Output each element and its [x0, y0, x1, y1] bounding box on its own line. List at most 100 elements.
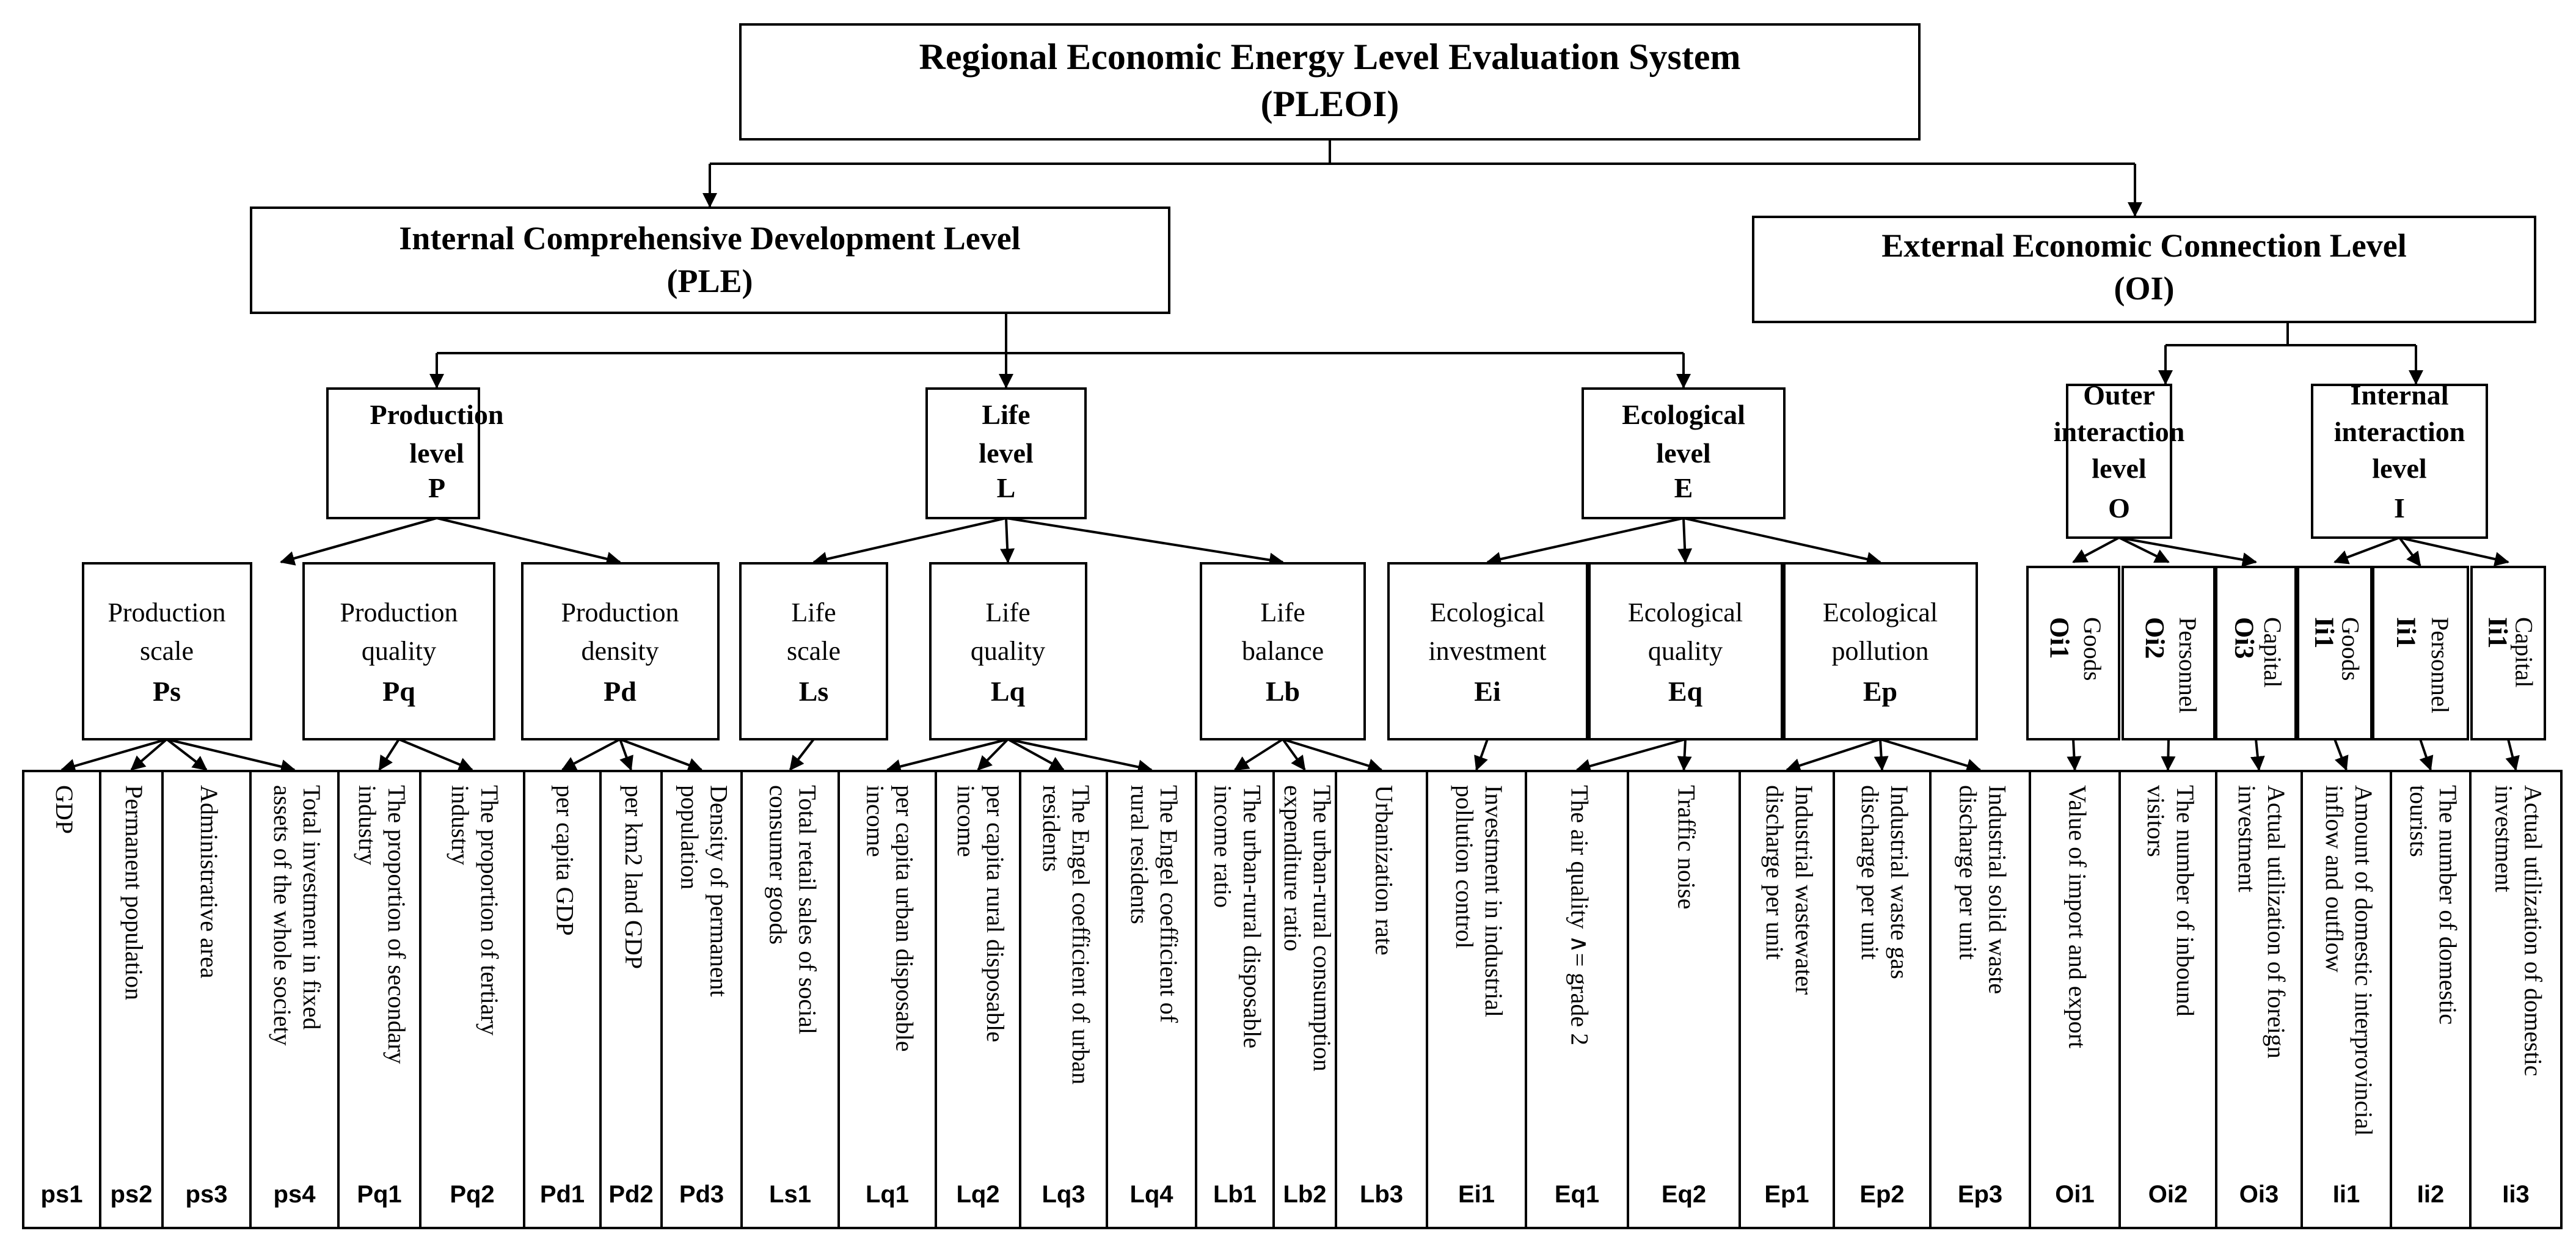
- indicator-label: Industrial solid waste: [1983, 785, 2011, 994]
- level4-label: Goods: [2337, 617, 2364, 681]
- indicator-cell-Ep1: [1739, 770, 1835, 1229]
- indicator-cell-Eq2: [1627, 770, 1741, 1229]
- level4-label: quality: [1648, 636, 1723, 666]
- indicator-label: The proportion of secondary: [383, 785, 410, 1064]
- level4-label: Production: [561, 598, 679, 627]
- indicator-cell-Ep2: [1833, 770, 1932, 1229]
- level3-label: level: [1656, 437, 1710, 469]
- level4-code: Lq: [991, 676, 1026, 707]
- arrow-to-level4: [2118, 536, 2257, 567]
- level4-label: Life: [1260, 598, 1305, 627]
- indicator-cell-Ls1: [740, 770, 840, 1229]
- indicator-code: Oi1: [2055, 1181, 2094, 1208]
- indicator-code: Pq1: [357, 1181, 401, 1208]
- level3-label: Internal: [2351, 379, 2449, 411]
- indicator-code: Ep2: [1859, 1181, 1904, 1208]
- level3-code: L: [997, 472, 1016, 503]
- indicator-code: Lq2: [956, 1181, 999, 1208]
- arrow-to-level4: [2398, 536, 2421, 567]
- level3-label: level: [2372, 453, 2426, 484]
- level4-box-Pq: [302, 562, 495, 740]
- level4-label: Production: [340, 598, 458, 627]
- level4-box-Pd: [521, 562, 720, 740]
- level4-code: Ii1: [2309, 617, 2339, 648]
- arrow-to-indicator: [1880, 738, 1982, 773]
- level4-label: Goods: [2079, 617, 2106, 681]
- indicator-cell-Ii1: [2301, 770, 2392, 1229]
- level4-label: Personnel: [2174, 617, 2202, 714]
- level4-label: Life: [985, 598, 1030, 627]
- indicator-label: The number of domestic: [2434, 785, 2462, 1025]
- indicator-label: consumer goods: [764, 785, 792, 945]
- arrow-to-indicator: [2505, 739, 2520, 771]
- level3-label: Life: [982, 399, 1030, 430]
- indicator-cell-Ii2: [2390, 770, 2472, 1229]
- indicator-code: Ii1: [2333, 1181, 2360, 1208]
- indicator-code: Eq1: [1555, 1181, 1599, 1208]
- arrow-to-level4: [1000, 517, 1015, 563]
- level3-label: Production: [370, 399, 504, 430]
- indicator-label: Administrative area: [195, 785, 223, 979]
- indicator-cell-ps1: [22, 770, 101, 1229]
- level3-label: level: [979, 437, 1033, 469]
- arrow-to-level4: [436, 517, 621, 566]
- arrow-to-indicator: [886, 738, 1009, 774]
- level4-label: Capital: [2259, 617, 2286, 688]
- level4-box-Lb: [1200, 562, 1366, 740]
- external-title: External Economic Connection Level: [1881, 227, 2406, 264]
- indicator-label: income: [952, 785, 980, 857]
- level4-code: Ii1: [2392, 617, 2421, 648]
- indicator-cell-ps2: [99, 770, 164, 1229]
- indicator-code: Ii3: [2502, 1181, 2529, 1208]
- connector-line: [280, 517, 437, 563]
- arrow-to-level4: [2072, 536, 2120, 563]
- arrow-to-indicator: [2067, 739, 2082, 771]
- level4-label: Production: [108, 598, 225, 627]
- arrow-to-level4: [2118, 536, 2170, 563]
- arrow-to-level4: [1683, 517, 1881, 566]
- indicator-label: expenditure ratio: [1279, 785, 1307, 951]
- indicator-code: ps1: [41, 1181, 83, 1208]
- indicator-label: GDP: [51, 785, 78, 834]
- arrow-to-indicator: [1474, 739, 1489, 771]
- arrow-to-indicator: [619, 739, 633, 771]
- indicator-label: Urbanization rate: [1370, 785, 1398, 956]
- arrow-to-indicator: [1874, 739, 1889, 771]
- indicator-label: per km2 land GDP: [620, 785, 648, 969]
- level4-box-Ii1-goods: [2297, 566, 2373, 740]
- arrow-to-indicator: [130, 738, 168, 771]
- level4-code: Ei: [1474, 676, 1501, 707]
- indicator-label: Value of import and export: [2063, 785, 2091, 1048]
- arrow-to-indicator: [398, 738, 473, 772]
- indicator-code: Lq3: [1042, 1181, 1085, 1208]
- level4-label: Personnel: [2426, 617, 2454, 714]
- internal-box: [250, 206, 1170, 314]
- indicator-cell-Lb1: [1195, 770, 1275, 1229]
- indicator-label: industry: [447, 785, 474, 865]
- indicator-cell-Lb3: [1335, 770, 1428, 1229]
- level4-box-Ei: [1387, 562, 1588, 740]
- arrow-to-level4: [1005, 517, 1284, 568]
- indicator-label: The air quality ∧= grade 2: [1566, 785, 1593, 1045]
- level3-label: interaction: [2054, 416, 2185, 447]
- indicator-code: Ei1: [1458, 1181, 1495, 1208]
- indicator-label: pollution control: [1451, 785, 1478, 949]
- indicator-label: investment: [2490, 785, 2517, 893]
- level4-label: quality: [971, 636, 1045, 666]
- external-code: (OI): [2114, 270, 2175, 307]
- level3-label: Ecological: [1622, 399, 1745, 430]
- indicator-label: income ratio: [1209, 785, 1236, 908]
- indicator-label: discharge per unit: [1954, 785, 1982, 960]
- arrow-to-indicator: [561, 738, 621, 771]
- indicator-label: The Engel coefficient of: [1155, 785, 1183, 1023]
- arrow-to-indicator: [166, 738, 296, 774]
- indicator-cell-Eq1: [1525, 770, 1629, 1229]
- indicator-label: residents: [1038, 785, 1065, 872]
- indicator-code: Lb2: [1283, 1181, 1326, 1208]
- indicator-label: Industrial wastewater: [1790, 785, 1818, 995]
- indicator-code: Oi3: [2239, 1181, 2279, 1208]
- indicator-code: Oi2: [2148, 1181, 2187, 1208]
- indicator-code: Ii2: [2417, 1181, 2444, 1208]
- level4-code: Oi3: [2230, 617, 2260, 659]
